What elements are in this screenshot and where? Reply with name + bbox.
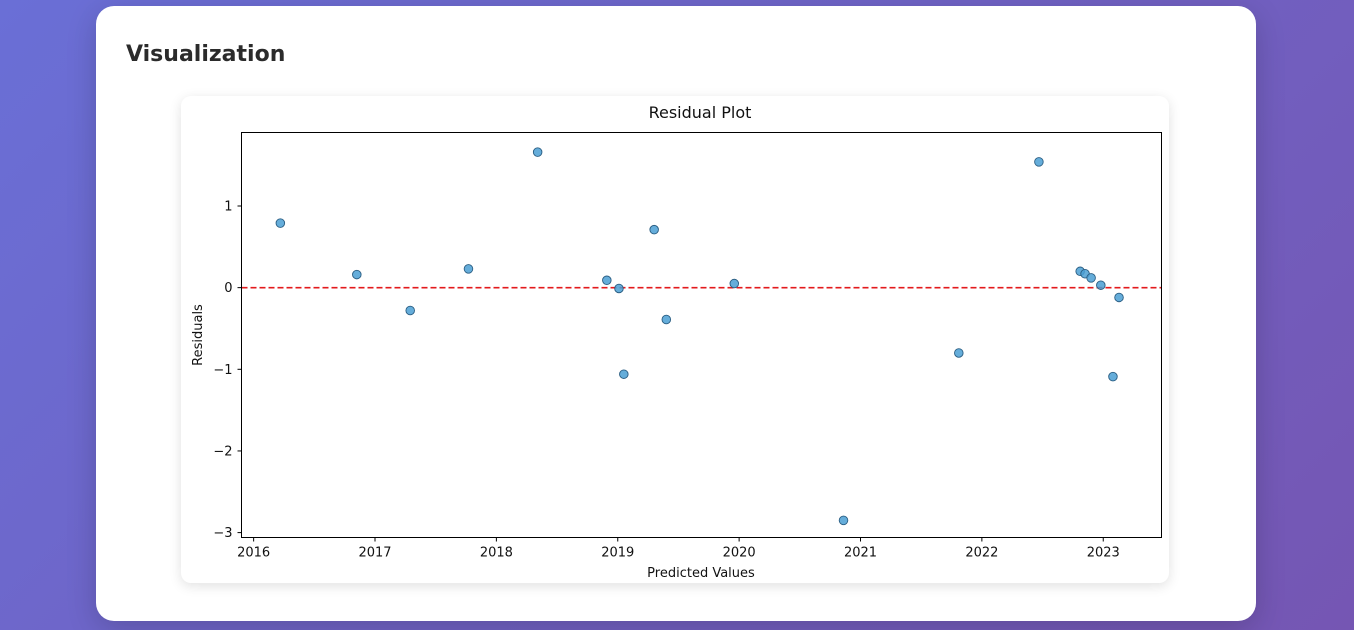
data-point-19 xyxy=(1108,371,1118,382)
x-tick-label-2021: 2021 xyxy=(844,546,877,561)
residual-plot-panel: Residual Plot 2016 2017 2018 2019 2020 2021 20… xyxy=(181,96,1169,583)
chart-title: Residual Plot xyxy=(649,103,752,122)
data-point-7 xyxy=(614,283,624,294)
x-axis-label: Predicted Values xyxy=(647,566,755,581)
y-tick-label--1: −1 xyxy=(213,363,232,378)
plot-area-frame xyxy=(241,132,1162,538)
data-point-5 xyxy=(532,147,543,157)
y-tick-label-1: 1 xyxy=(224,199,232,214)
residual-plot-chart: Residual Plot 2016 2017 2018 2019 2020 2021 20… xyxy=(191,103,1162,581)
visualization-card: Visualization Residual Plot 2016 2017 2018… xyxy=(96,6,1256,621)
data-point-2 xyxy=(352,269,362,280)
data-point-14 xyxy=(1034,157,1044,167)
data-point-4 xyxy=(463,264,474,274)
x-tick-label-2022: 2022 xyxy=(965,546,998,561)
y-axis-label: Residuals xyxy=(191,304,206,366)
data-point-10 xyxy=(661,314,672,325)
data-point-6 xyxy=(602,275,612,286)
x-tick-label-2023: 2023 xyxy=(1087,546,1120,561)
data-point-3 xyxy=(405,305,415,316)
x-axis-ticks: 2016 2017 2018 2019 2020 2021 2022 2023 xyxy=(237,537,1120,561)
x-tick-label-2019: 2019 xyxy=(601,546,634,561)
x-tick-label-2017: 2017 xyxy=(358,546,391,561)
x-tick-label-2018: 2018 xyxy=(480,546,513,561)
data-point-20 xyxy=(1114,292,1124,303)
data-point-13 xyxy=(954,348,964,358)
y-tick-label-0: 0 xyxy=(224,281,232,296)
y-tick-label--2: −2 xyxy=(213,444,232,459)
y-axis-ticks: −3 −2 −1 0 1 xyxy=(213,199,242,541)
x-tick-label-2016: 2016 xyxy=(237,546,270,561)
data-point-18 xyxy=(1096,280,1106,290)
data-point-9 xyxy=(649,224,659,235)
data-point-17 xyxy=(1086,273,1096,283)
data-point-8 xyxy=(619,369,629,379)
y-tick-label--3: −3 xyxy=(213,526,232,541)
data-point-1 xyxy=(275,218,286,228)
x-tick-label-2020: 2020 xyxy=(723,546,756,561)
data-point-12 xyxy=(838,515,849,526)
section-title: Visualization xyxy=(126,42,286,67)
scatter-points xyxy=(275,147,1124,526)
data-point-11 xyxy=(729,278,740,289)
